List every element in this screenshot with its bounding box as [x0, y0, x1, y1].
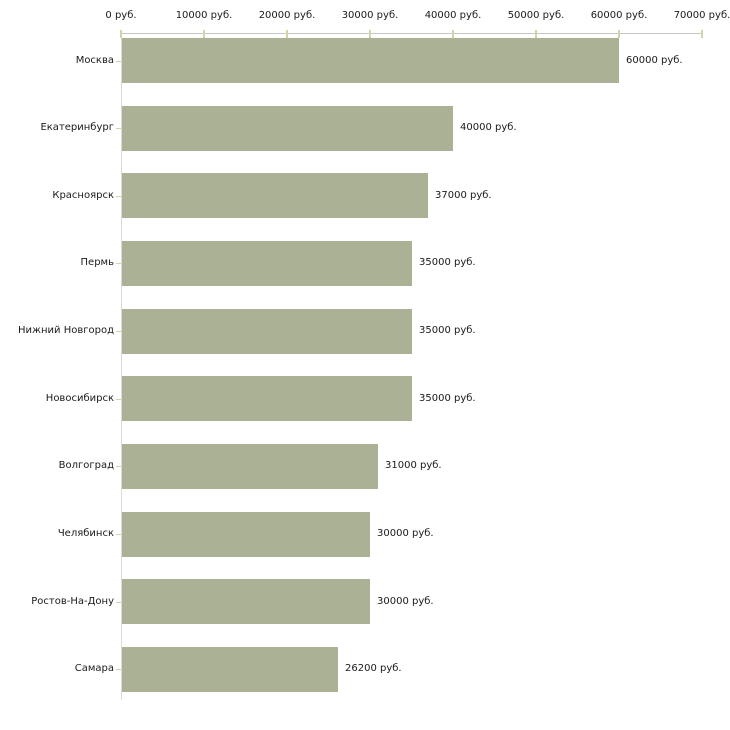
- x-axis-tick: [618, 30, 620, 38]
- x-axis-tick: [535, 30, 537, 38]
- x-axis-tick-label: 30000 руб.: [341, 10, 399, 21]
- bar: [122, 240, 412, 286]
- x-axis-tick-label: 40000 руб.: [424, 10, 482, 21]
- category-label: Красноярск: [52, 189, 114, 201]
- bar: [122, 105, 453, 151]
- x-axis-tick: [369, 30, 371, 38]
- category-label: Волгоград: [58, 460, 114, 472]
- bar-value-label: 35000 руб.: [419, 325, 476, 337]
- x-axis-tick: [701, 30, 703, 38]
- y-axis-tick: [116, 128, 121, 129]
- y-axis-tick: [116, 263, 121, 264]
- x-axis-tick: [286, 30, 288, 38]
- y-axis-tick: [116, 61, 121, 62]
- bar: [122, 646, 338, 692]
- y-axis-tick: [116, 602, 121, 603]
- bar: [122, 579, 370, 625]
- category-label: Новосибирск: [45, 392, 114, 404]
- x-axis-tick: [120, 30, 122, 38]
- bar: [122, 308, 412, 354]
- x-axis-tick-label: 0 руб.: [105, 10, 137, 21]
- bar: [122, 376, 412, 422]
- bar-value-label: 60000 руб.: [626, 54, 683, 66]
- bar-value-label: 35000 руб.: [419, 392, 476, 404]
- x-axis-tick-label: 60000 руб.: [590, 10, 648, 21]
- category-label: Екатеринбург: [40, 122, 114, 134]
- bar-value-label: 26200 руб.: [345, 663, 402, 675]
- y-axis-tick: [116, 399, 121, 400]
- category-label: Самара: [74, 663, 114, 675]
- category-label: Пермь: [80, 257, 114, 269]
- bar-value-label: 35000 руб.: [419, 257, 476, 269]
- bar-value-label: 30000 руб.: [377, 528, 434, 540]
- bar-value-label: 40000 руб.: [460, 122, 517, 134]
- x-axis-line: [121, 33, 703, 34]
- category-label: Нижний Новгород: [17, 325, 114, 337]
- x-axis-tick-label: 20000 руб.: [258, 10, 316, 21]
- y-axis-line: [121, 33, 122, 700]
- bar: [122, 511, 370, 557]
- bar-value-label: 30000 руб.: [377, 595, 434, 607]
- x-axis-tick-label: 70000 руб.: [673, 10, 730, 21]
- y-axis-tick: [116, 534, 121, 535]
- y-axis-tick: [116, 669, 121, 670]
- y-axis-tick: [116, 466, 121, 467]
- x-axis-tick-label: 10000 руб.: [175, 10, 233, 21]
- y-axis-tick: [116, 196, 121, 197]
- category-label: Челябинск: [57, 528, 114, 540]
- bar-value-label: 31000 руб.: [385, 460, 442, 472]
- x-axis-tick-label: 50000 руб.: [507, 10, 565, 21]
- bar-value-label: 37000 руб.: [435, 189, 492, 201]
- bar: [122, 173, 428, 219]
- x-axis-tick: [203, 30, 205, 38]
- bar: [122, 443, 378, 489]
- bar: [122, 38, 619, 83]
- y-axis-tick: [116, 331, 121, 332]
- category-label: Москва: [75, 54, 114, 66]
- x-axis-tick: [452, 30, 454, 38]
- category-label: Ростов-На-Дону: [31, 595, 114, 607]
